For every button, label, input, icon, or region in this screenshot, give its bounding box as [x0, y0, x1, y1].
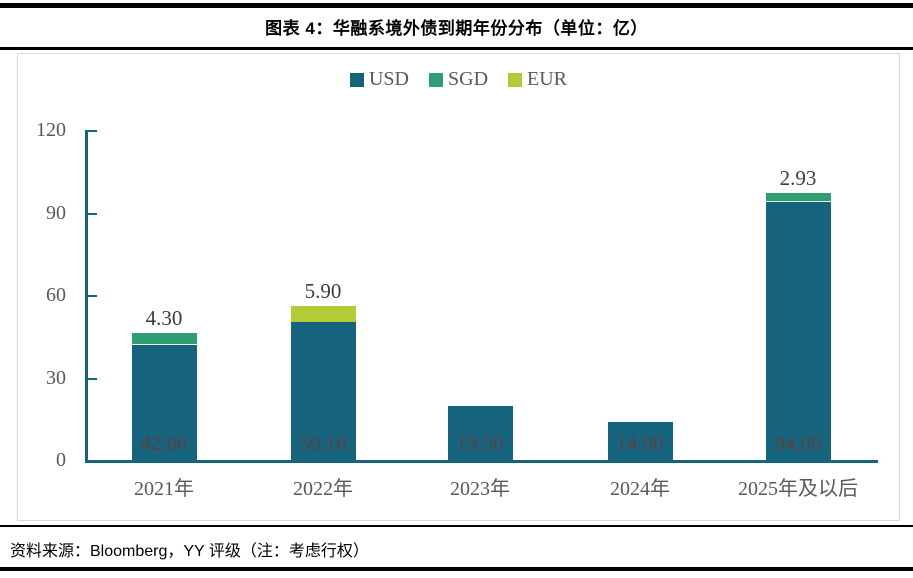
y-tick-label: 60 [46, 284, 66, 306]
bar-inside-label: 50.10 [299, 431, 347, 455]
y-tick-label: 120 [36, 119, 66, 141]
legend-swatch-usd [349, 72, 364, 87]
y-tick-mark [88, 130, 97, 132]
legend-item-sgd: SGD [429, 68, 488, 91]
x-category-label: 2024年 [610, 478, 670, 500]
legend-label-usd: USD [368, 68, 409, 90]
bar-segment-sgd [131, 332, 197, 345]
x-category-label: 2021年 [134, 478, 194, 500]
bar-segment-usd [607, 421, 673, 460]
bar-inside-label: 19.50 [456, 431, 504, 455]
source-note: 资料来源：Bloomberg，YY 评级（注：考虑行权） [10, 543, 369, 560]
x-axis-line [85, 460, 878, 463]
bar-inside-label: 42.00 [140, 431, 188, 455]
bar-segment-usd [447, 406, 513, 460]
bar-segment-usd [131, 344, 197, 460]
x-category-label: 2025年及以后 [738, 478, 858, 500]
bar-segment-usd [290, 322, 356, 460]
legend-label-sgd: SGD [448, 68, 489, 90]
legend-item-eur: EUR [508, 68, 567, 91]
x-category-label: 2022年 [293, 478, 353, 500]
y-tick-label: 30 [46, 366, 66, 389]
chart-legend: USD SGD EUR [18, 68, 899, 91]
bar-top-label: 4.30 [145, 305, 183, 330]
y-tick-label: 90 [46, 201, 66, 224]
legend-item-usd: USD [349, 68, 409, 91]
bar-segment-eur [290, 306, 356, 323]
chart-frame: USD SGD EUR 0 30 60 90 120 42.00 4.30 2021年 50.10 5… [17, 53, 900, 521]
title-underline-rule [0, 47, 913, 50]
bar-top-label: 2.93 [779, 166, 817, 191]
bar-inside-label: 14.00 [616, 431, 664, 455]
y-tick-mark [88, 212, 97, 215]
plot-area: 0 30 60 90 120 42.00 4.30 2021年 50.10 5.90 2022年 19… [18, 54, 899, 520]
bar-inside-label: 94.00 [774, 431, 822, 455]
y-tick-mark [88, 295, 97, 297]
bar-segment-usd [765, 201, 831, 460]
bar-segment-sgd [765, 193, 831, 202]
x-category-label: 2023年 [450, 478, 510, 500]
y-axis-line [85, 130, 88, 463]
y-tick-mark [88, 377, 97, 380]
figure-title: 图表 4：华融系境外债到期年份分布（单位：亿） [265, 19, 648, 38]
bottom-thick-rule [0, 567, 913, 571]
legend-swatch-sgd [429, 72, 443, 87]
source-top-rule [0, 525, 913, 527]
legend-swatch-eur [508, 72, 523, 87]
legend-label-eur: EUR [527, 68, 568, 90]
y-tick-label: 0 [56, 449, 66, 471]
top-thick-rule [0, 3, 913, 8]
bar-top-label: 5.90 [304, 279, 342, 303]
